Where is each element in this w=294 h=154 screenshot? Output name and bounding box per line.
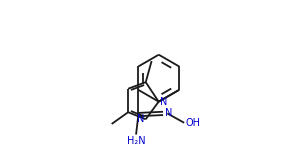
Text: N: N xyxy=(165,108,172,118)
Text: N: N xyxy=(160,97,167,107)
Text: OH: OH xyxy=(186,118,201,128)
Text: N: N xyxy=(137,114,145,124)
Text: H₂N: H₂N xyxy=(127,136,145,146)
